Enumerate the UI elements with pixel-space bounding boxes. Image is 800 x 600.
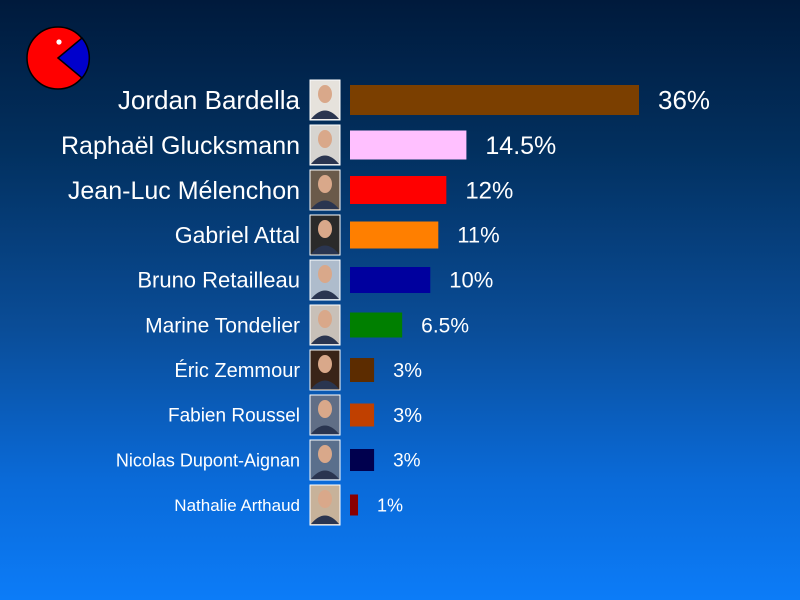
bar-value-label: 14.5% [485, 132, 556, 160]
chart-row: Nathalie Arthaud 1% [174, 484, 403, 526]
bar-value-label: 6.5% [421, 314, 469, 337]
chart-row: Jean-Luc Mélenchon 12% [68, 169, 513, 211]
candidate-photo-body [311, 290, 339, 299]
candidate-photo-face [318, 265, 332, 283]
bar [350, 449, 375, 471]
candidate-photo-face [318, 85, 332, 103]
chart-row: Raphaël Glucksmann 14.5% [61, 124, 556, 166]
candidate-name-label: Gabriel Attal [175, 222, 300, 248]
logo-pie-eye [56, 39, 62, 45]
candidate-photo-body [311, 470, 339, 479]
chart-row: Jordan Bardella 36% [118, 79, 710, 121]
candidate-photo-body [311, 200, 339, 209]
bar-value-label: 3% [393, 405, 422, 427]
candidate-photo-body [311, 110, 339, 119]
candidate-photo-face [318, 490, 332, 508]
candidate-photo-body [311, 245, 339, 254]
candidate-name-label: Nathalie Arthaud [174, 496, 300, 515]
candidate-photo-body [311, 155, 339, 164]
bar-value-label: 10% [449, 268, 493, 293]
chart-row: Marine Tondelier 6.5% [145, 304, 469, 346]
candidate-name-label: Nicolas Dupont-Aignan [116, 450, 300, 470]
candidate-name-label: Jordan Bardella [118, 85, 301, 115]
chart-row: Fabien Roussel 3% [168, 394, 422, 436]
bar [350, 85, 639, 115]
chart-row: Bruno Retailleau 10% [137, 259, 493, 301]
bar-value-label: 3% [393, 360, 422, 382]
candidate-photo-face [318, 310, 332, 328]
bar [350, 130, 467, 160]
candidate-photo-body [311, 380, 339, 389]
pie-logo-icon [26, 26, 91, 90]
chart-row: Éric Zemmour 3% [174, 349, 422, 391]
candidate-name-label: Raphaël Glucksmann [61, 132, 300, 160]
candidate-photo-face [318, 400, 332, 418]
candidate-name-label: Jean-Luc Mélenchon [68, 177, 300, 205]
candidate-photo-face [318, 220, 332, 238]
chart-row: Gabriel Attal 11% [175, 214, 500, 256]
candidate-name-label: Fabien Roussel [168, 406, 300, 427]
bar [350, 403, 375, 427]
bar [350, 221, 439, 249]
bar [350, 267, 431, 293]
bar-value-label: 3% [393, 451, 421, 472]
bar [350, 312, 403, 338]
logo-pie-slice [56, 36, 91, 80]
candidate-name-label: Bruno Retailleau [137, 268, 300, 293]
candidate-photo-face [318, 355, 332, 373]
chart-row: Nicolas Dupont-Aignan 3% [116, 439, 421, 481]
candidate-photo-body [311, 335, 339, 344]
candidate-name-label: Marine Tondelier [145, 314, 300, 337]
bar-value-label: 36% [658, 85, 710, 115]
candidate-photo-face [318, 130, 332, 148]
bar [350, 358, 375, 382]
bar-value-label: 1% [377, 495, 403, 515]
candidate-photo-face [318, 445, 332, 463]
bar-value-label: 12% [465, 177, 513, 204]
candidate-name-label: Éric Zemmour [174, 359, 300, 382]
bar [350, 494, 359, 516]
candidate-photo-body [311, 425, 339, 434]
bar [350, 176, 447, 204]
bar-value-label: 11% [457, 223, 499, 248]
candidate-photo-face [318, 175, 332, 193]
candidate-photo-body [311, 515, 339, 524]
